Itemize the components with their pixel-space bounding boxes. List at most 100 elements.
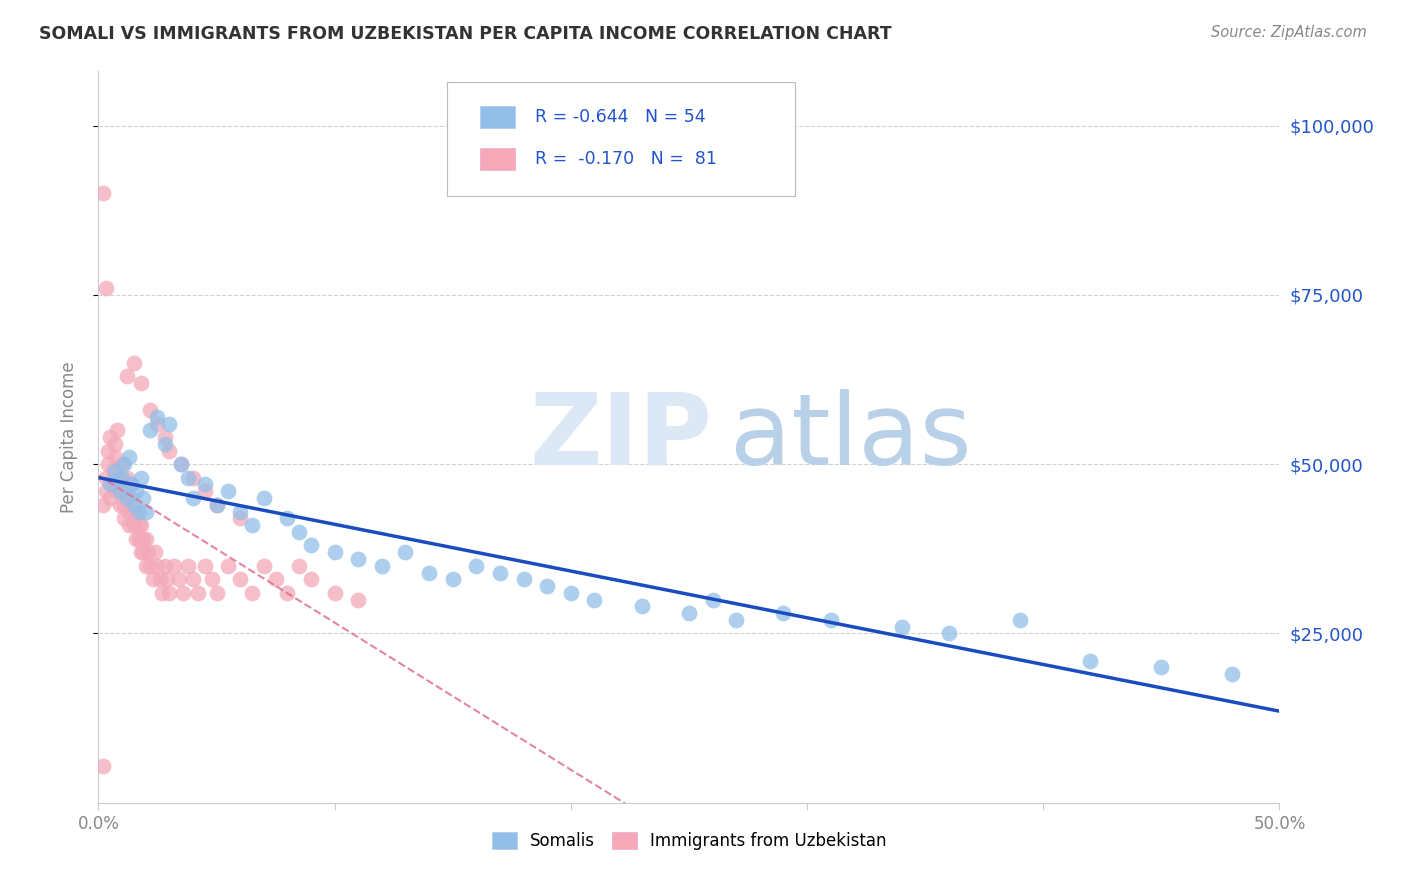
Bar <box>479 106 516 128</box>
Point <box>121 477 143 491</box>
Point <box>101 477 124 491</box>
Text: R =  -0.170   N =  81: R = -0.170 N = 81 <box>536 150 717 168</box>
Point <box>1008 613 1031 627</box>
Point <box>205 498 228 512</box>
Point <box>1150 660 1173 674</box>
Point <box>146 409 169 424</box>
Point <box>115 484 138 499</box>
Point <box>135 505 157 519</box>
Point <box>94 281 117 295</box>
Point <box>146 417 169 431</box>
Point <box>98 491 121 505</box>
Point <box>115 369 138 384</box>
Point <box>229 511 252 525</box>
Point <box>153 430 176 444</box>
Point <box>115 491 138 505</box>
Point <box>240 586 263 600</box>
Point <box>129 518 152 533</box>
Point <box>1080 654 1102 668</box>
Point <box>194 484 217 499</box>
Text: Source: ZipAtlas.com: Source: ZipAtlas.com <box>1211 25 1367 40</box>
Point <box>678 606 700 620</box>
Text: atlas: atlas <box>730 389 972 485</box>
Point <box>299 572 322 586</box>
Point <box>136 545 159 559</box>
Point <box>441 572 464 586</box>
Point <box>167 572 190 586</box>
Point <box>323 586 346 600</box>
Point <box>194 477 217 491</box>
Point <box>163 558 186 573</box>
Point <box>91 186 114 201</box>
Point <box>153 558 176 573</box>
FancyBboxPatch shape <box>447 82 796 195</box>
Point <box>111 484 134 499</box>
Point <box>121 477 143 491</box>
Text: R = -0.644   N = 54: R = -0.644 N = 54 <box>536 109 706 127</box>
Point <box>142 572 165 586</box>
Point <box>217 484 239 499</box>
Point <box>465 558 488 573</box>
Y-axis label: Per Capita Income: Per Capita Income <box>59 361 77 513</box>
Point <box>129 376 152 390</box>
Point <box>181 572 204 586</box>
Point <box>276 586 298 600</box>
Point <box>94 471 117 485</box>
Point <box>217 558 239 573</box>
Point <box>150 586 173 600</box>
Legend: Somalis, Immigrants from Uzbekistan: Somalis, Immigrants from Uzbekistan <box>485 825 893 856</box>
Point <box>725 613 748 627</box>
Point <box>108 498 131 512</box>
Point <box>153 437 176 451</box>
Point <box>938 626 960 640</box>
Point <box>122 355 145 369</box>
Text: SOMALI VS IMMIGRANTS FROM UZBEKISTAN PER CAPITA INCOME CORRELATION CHART: SOMALI VS IMMIGRANTS FROM UZBEKISTAN PER… <box>39 25 891 43</box>
Point <box>560 586 582 600</box>
Point <box>118 450 141 465</box>
Point <box>170 457 193 471</box>
Point <box>181 471 204 485</box>
Point <box>229 572 252 586</box>
Point <box>132 491 155 505</box>
Point <box>139 558 162 573</box>
Point <box>108 484 131 499</box>
Point <box>194 558 217 573</box>
Point <box>205 498 228 512</box>
Point <box>121 491 143 505</box>
Point <box>157 586 180 600</box>
Point <box>111 457 134 471</box>
Point <box>157 417 180 431</box>
Point <box>128 518 150 533</box>
Point <box>129 471 152 485</box>
Point <box>104 450 127 465</box>
Point <box>187 586 209 600</box>
Point <box>98 477 121 491</box>
Point <box>122 498 145 512</box>
Point <box>371 558 394 573</box>
Point <box>132 545 155 559</box>
Point <box>108 471 131 485</box>
Point <box>129 545 152 559</box>
Point <box>104 464 127 478</box>
Point <box>112 511 135 525</box>
Point <box>323 545 346 559</box>
Point <box>347 552 370 566</box>
Point <box>177 558 200 573</box>
Point <box>104 437 127 451</box>
Point <box>418 566 440 580</box>
Point <box>205 586 228 600</box>
Point <box>132 532 155 546</box>
Point <box>149 572 172 586</box>
Point <box>112 498 135 512</box>
Point <box>264 572 287 586</box>
Point <box>128 505 150 519</box>
Point <box>772 606 794 620</box>
Point <box>122 505 145 519</box>
Point <box>172 586 194 600</box>
Point <box>118 518 141 533</box>
Point <box>111 471 134 485</box>
Point <box>125 484 148 499</box>
Point <box>112 457 135 471</box>
Point <box>98 430 121 444</box>
Point <box>288 524 311 539</box>
